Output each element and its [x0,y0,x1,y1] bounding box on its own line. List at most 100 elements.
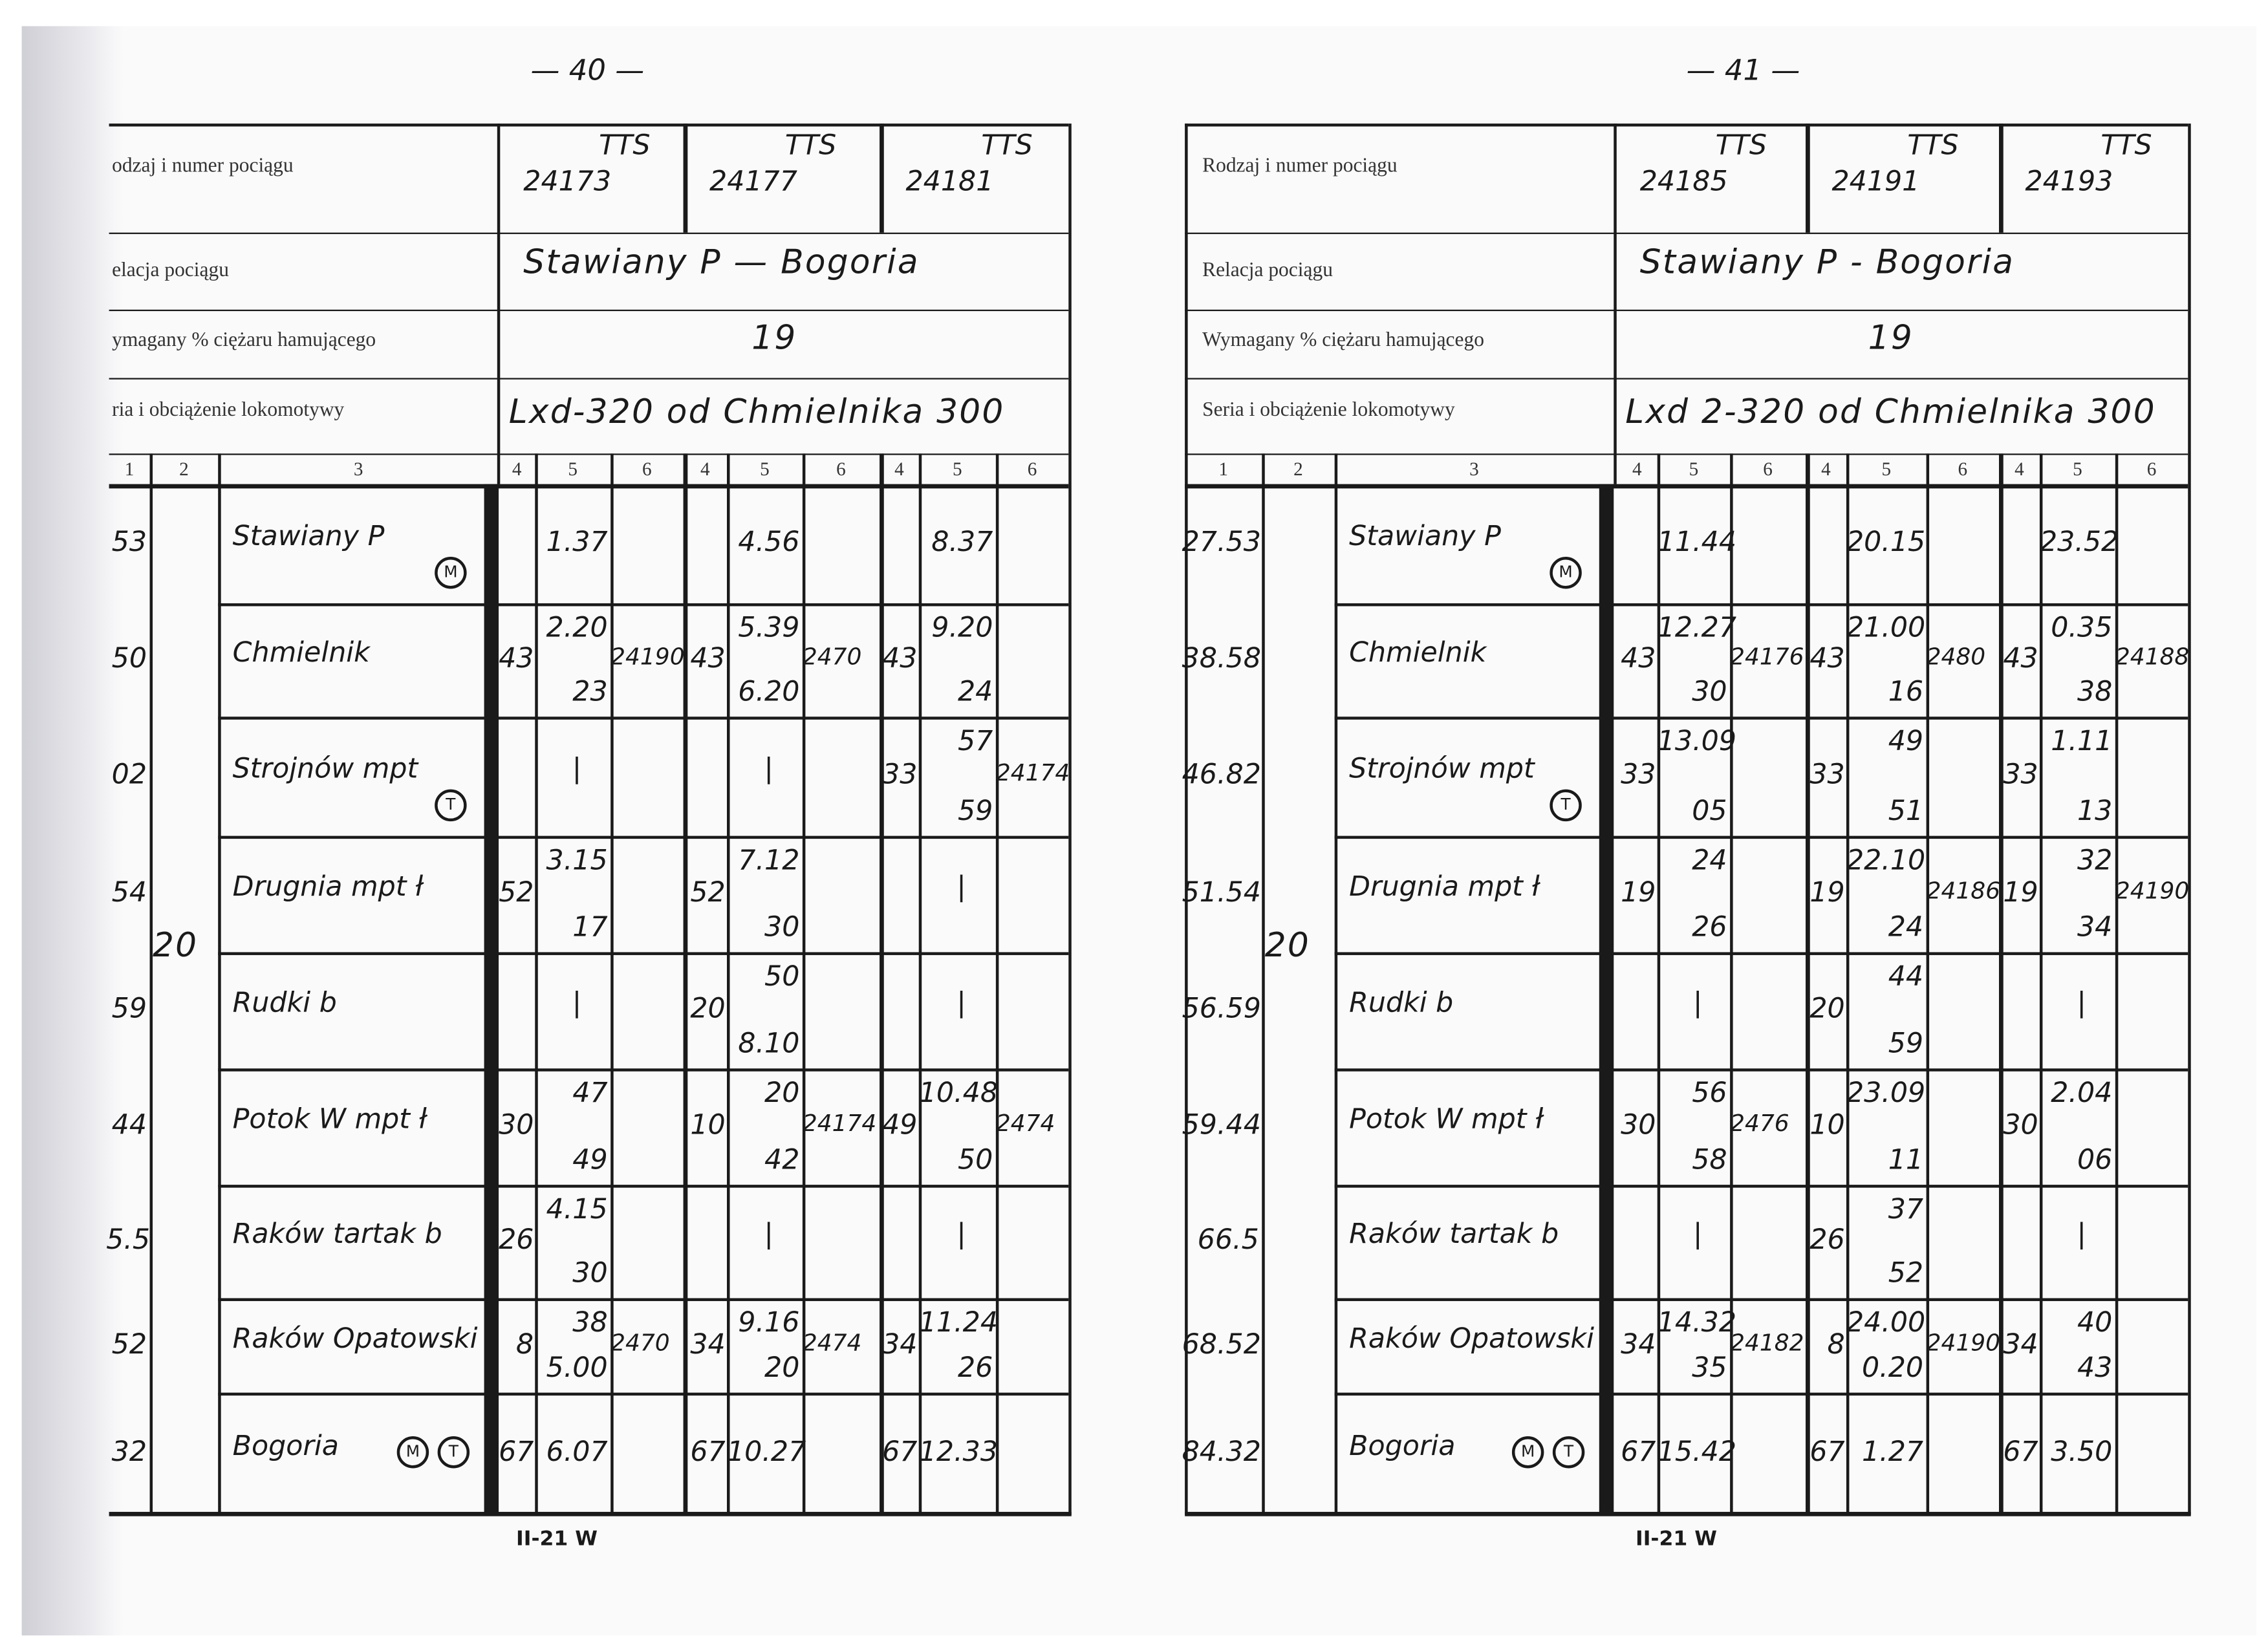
arrival-time: 1.11 [2051,725,2113,758]
crossing-train: 2470 [802,642,862,671]
row-rule [1334,717,2188,720]
speed-column-value: 49 [882,1109,918,1141]
departure-time: 59 [1888,1028,1924,1060]
row-rule [218,717,1069,720]
pass-through-mark: | [2077,1218,2086,1251]
station-km: 59.44 [1182,1109,1261,1141]
speed-column-value: 10 [690,1109,726,1141]
time-value: 20.15 [1846,526,1926,559]
station-name: Strojnów mpt [232,753,418,785]
arrival-time: 38 [572,1306,608,1339]
binding-shadow [21,26,124,1635]
column-rule [1926,453,1928,1515]
table-border-bottom [109,1511,1072,1516]
time-value: 8.37 [931,526,993,559]
header-label: odzaj i numer pociągu [112,155,294,178]
speed-column-value: 67 [1809,1436,1845,1469]
column-number: 5 [953,458,962,480]
departure-time: 17 [572,911,608,943]
crossing-train: 24186 [1926,876,2001,905]
speed-column-value: 20 [1809,993,1845,1025]
departure-time: 24 [958,676,993,708]
page-number: — 40 — [530,52,645,87]
arrival-time: 21.00 [1846,612,1926,644]
departure-time: 16 [1888,676,1924,708]
table-border-top [1185,124,2188,127]
station-km: 54 [111,876,147,909]
arrival-time: 49 [1888,725,1924,758]
station-name: Drugnia mpt ł [1349,870,1540,903]
speed-column-value: 8 [1827,1328,1845,1361]
column-rule [683,453,688,1515]
arrival-time: 3.15 [546,845,608,877]
station-km: 68.52 [1182,1328,1261,1361]
arrival-time: 40 [2077,1306,2113,1339]
speed-column-value: 43 [882,642,918,675]
crossing-train: 24182 [1730,1328,1804,1356]
column-number: 1 [1218,458,1228,480]
column-number: 4 [2014,458,2024,480]
speed-column-value: 52 [690,876,726,909]
crossing-train: 24188 [2115,642,2190,671]
station-name: Raków Opatowski [232,1322,478,1355]
departure-time: 42 [764,1144,800,1176]
column-number: 5 [760,458,770,480]
station-name: Potok W mpt ł [1349,1103,1544,1136]
train-type: TTS [981,129,1033,162]
arrival-time: 56 [1692,1077,1727,1110]
arrival-time: 44 [1888,960,1924,993]
header-rule [109,232,1069,234]
speed-limit: 20 [153,927,199,965]
departure-time: 13 [2077,795,2113,828]
speed-column-value: 52 [499,876,534,909]
speed-column-value: 67 [1621,1436,1656,1469]
station-name: Raków tartak b [232,1218,442,1251]
crossing-train: 24190 [2115,876,2190,905]
column-number: 5 [568,458,578,480]
column-number: 3 [1469,458,1479,480]
train-divider [683,124,688,233]
arrival-time: 20 [764,1077,800,1110]
speed-column-value: 30 [499,1109,534,1141]
column-rule [2039,453,2042,1515]
speed-column-value: 8 [515,1328,534,1361]
departure-time: 0.20 [1861,1352,1924,1385]
column-number: 4 [512,458,522,480]
speed-column-value: 67 [882,1436,918,1469]
column-rule [802,453,805,1515]
column-rule [1334,453,1337,1515]
arrival-time: 57 [958,725,993,758]
m-symbol-icon: M [1550,556,1582,589]
header-rule [1185,453,2188,455]
column-number: 3 [353,458,363,480]
column-number: 4 [894,458,904,480]
station-km: 44 [111,1109,147,1141]
speed-column-value: 67 [2003,1436,2038,1469]
row-rule [1334,1068,2188,1072]
column-number: 1 [124,458,135,480]
column-number: 4 [700,458,710,480]
pass-through-mark: | [956,987,966,1019]
time-value: 4.56 [738,526,800,559]
train-type: TTS [1907,129,1959,162]
train-divider [880,124,884,233]
t-symbol-icon: T [435,789,467,822]
speed-column-value: 67 [690,1436,726,1469]
train-number: 24181 [905,166,994,198]
thick-divider [484,484,499,1515]
arrival-time: 4.15 [546,1193,608,1226]
speed-column-value: 34 [1621,1328,1656,1361]
column-rule [880,453,884,1515]
column-number: 2 [1293,458,1303,480]
station-km: 02 [111,759,147,791]
row-rule [1334,952,2188,955]
train-divider [1806,124,1810,233]
departure-time: 05 [1692,795,1727,828]
locomotive-series: Lxd-320 od Chmielnika 300 [508,394,1005,432]
header-rule [109,378,1069,380]
station-name: Rudki b [1349,987,1454,1019]
departure-time: 26 [1692,911,1727,943]
column-rule [218,453,221,1515]
m-symbol-icon: M [396,1436,429,1469]
train-relation: Stawiany P - Bogoria [1639,244,2015,283]
